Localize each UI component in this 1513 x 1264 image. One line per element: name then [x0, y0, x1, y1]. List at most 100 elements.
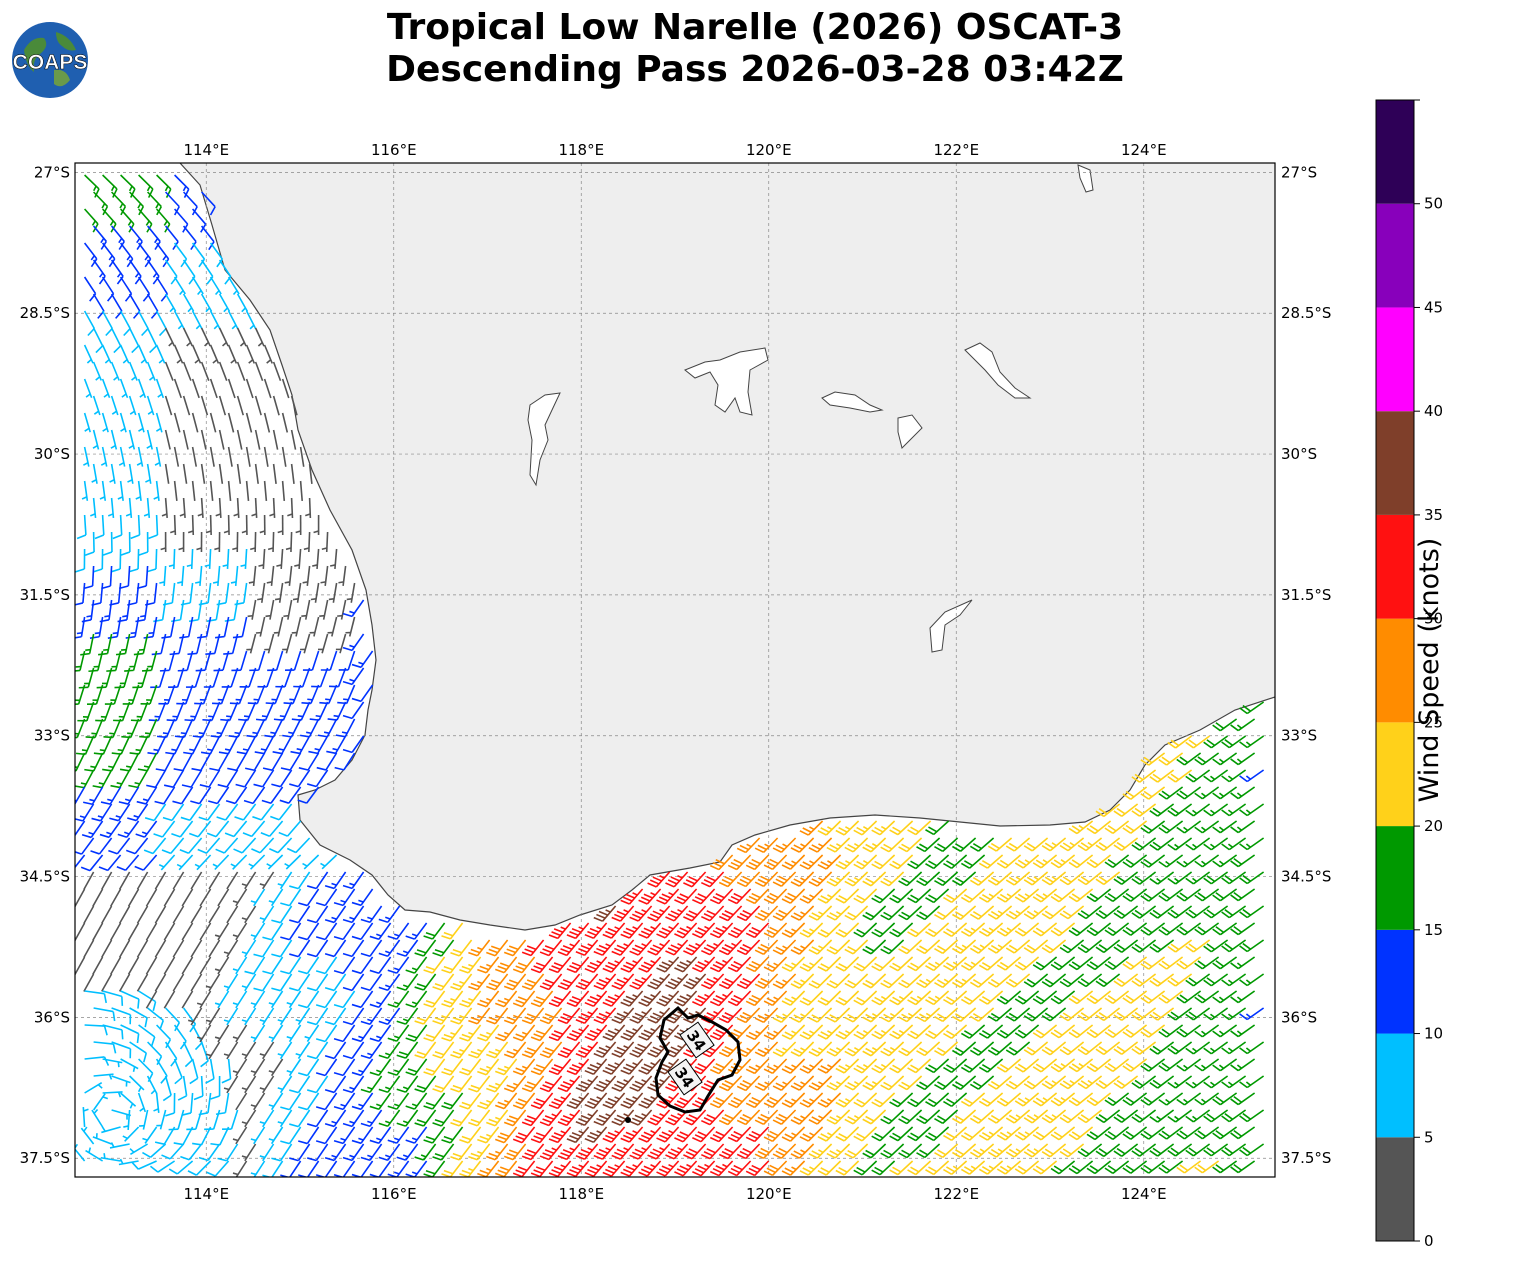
- wind-barb: [191, 310, 203, 330]
- wind-barb: [934, 939, 959, 955]
- lat-tick-label: 33°S: [34, 727, 70, 745]
- wind-barb: [127, 803, 149, 822]
- wind-barb: [83, 378, 93, 399]
- wind-barb: [718, 905, 743, 922]
- wind-barb: [290, 735, 311, 755]
- wind-barb: [530, 956, 554, 974]
- wind-barb: [602, 922, 626, 939]
- wind-barb: [163, 888, 176, 907]
- wind-barb: [82, 446, 90, 467]
- wind-barb: [308, 463, 313, 484]
- wind-barb: [309, 616, 320, 637]
- wind-barb: [405, 922, 428, 940]
- colorbar-bin: [1376, 307, 1414, 412]
- wind-barb: [1086, 888, 1112, 903]
- wind-barb: [934, 837, 959, 853]
- wind-barb: [853, 922, 878, 938]
- wind-barb: [101, 344, 112, 364]
- wind-barb: [1131, 837, 1157, 851]
- wind-barb: [486, 939, 509, 957]
- wind-barb: [1140, 956, 1166, 970]
- wind-barb: [1212, 786, 1238, 800]
- lake: [929, 599, 973, 653]
- wind-barb: [294, 548, 302, 570]
- wind-barb: [306, 939, 329, 958]
- wind-barb: [191, 344, 202, 364]
- wind-barb: [236, 735, 257, 755]
- wind-barb: [826, 905, 851, 921]
- wind-barb: [1059, 837, 1085, 852]
- wind-barb: [620, 888, 644, 905]
- wind-barb: [155, 378, 165, 399]
- wind-barb: [754, 837, 779, 854]
- wind-barb: [179, 616, 194, 639]
- wind-barb: [84, 174, 100, 198]
- wind-barb: [1194, 786, 1220, 800]
- colorbar-bin: [1376, 826, 1414, 930]
- wind-barb: [943, 888, 968, 903]
- lake: [684, 347, 769, 416]
- wind-barb: [116, 854, 140, 871]
- wind-barb: [227, 378, 236, 399]
- globe-logo-icon: COAPS: [12, 22, 88, 98]
- wind-barb: [718, 939, 743, 956]
- wind-barb: [173, 752, 194, 772]
- wind-barb: [1140, 922, 1166, 936]
- wind-barb: [136, 446, 144, 467]
- wind-barb: [158, 684, 176, 705]
- lon-tick-label: 122°E: [933, 1185, 979, 1203]
- wind-barb: [1149, 973, 1175, 987]
- wind-barb: [1185, 905, 1211, 919]
- wind-barb: [275, 667, 293, 688]
- wind-barb: [871, 820, 896, 836]
- wind-barb: [1005, 871, 1031, 886]
- wind-barb: [168, 548, 176, 570]
- wind-barb: [204, 548, 212, 570]
- wind-barb: [1230, 786, 1256, 800]
- wind-barb: [223, 939, 239, 958]
- wind-barb: [171, 820, 194, 838]
- wind-barb: [647, 905, 671, 922]
- wind-barb: [135, 820, 158, 838]
- wind-barb: [754, 871, 779, 888]
- wind-barb: [165, 735, 185, 755]
- wind-barb: [1050, 854, 1076, 869]
- wind-barb: [197, 837, 221, 854]
- wind-barb: [194, 684, 212, 705]
- wind-barb: [317, 718, 338, 738]
- wind-barb: [263, 412, 271, 433]
- wind-barb: [763, 888, 788, 905]
- wind-barb: [196, 990, 212, 1009]
- wind-barb: [1239, 939, 1265, 953]
- wind-barb: [128, 327, 140, 354]
- wind-barb: [206, 599, 221, 622]
- wind-barb: [209, 752, 230, 772]
- wind-barb: [898, 837, 923, 853]
- wind-barb: [164, 293, 177, 313]
- wind-barb: [130, 701, 149, 722]
- wind-barb: [414, 973, 437, 991]
- colorbar-bin: [1376, 929, 1414, 1034]
- wind-barb: [117, 480, 124, 501]
- wind-barb: [83, 242, 98, 268]
- wind-barb: [342, 735, 365, 754]
- wind-barb: [889, 854, 914, 870]
- wind-barb: [92, 888, 104, 907]
- wind-barb: [853, 820, 878, 836]
- wind-barb: [145, 463, 152, 484]
- wind-barb: [781, 888, 806, 904]
- wind-barb: [799, 854, 824, 870]
- wind-barb: [1086, 820, 1112, 835]
- wind-barb: [880, 871, 905, 887]
- wind-barb: [1131, 939, 1157, 953]
- wind-barb: [727, 956, 752, 973]
- wind-barb: [611, 973, 635, 990]
- wind-barb: [272, 395, 280, 416]
- wind-barb: [1050, 922, 1076, 937]
- wind-barb: [101, 242, 116, 268]
- wind-barb: [853, 854, 878, 870]
- wind-barb: [700, 973, 725, 990]
- wind-barb: [1086, 854, 1112, 869]
- colorbar-tick-label: 45: [1424, 298, 1443, 316]
- lake: [821, 391, 884, 413]
